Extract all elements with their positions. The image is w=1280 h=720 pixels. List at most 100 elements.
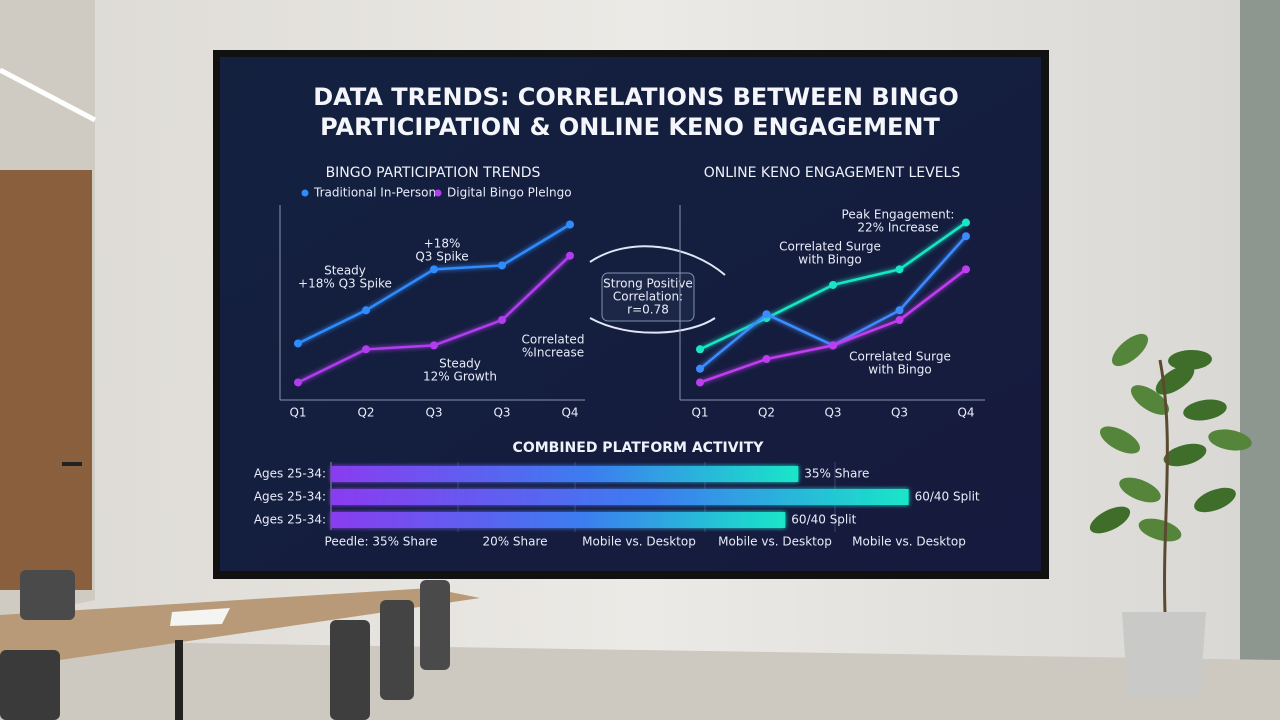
title-line: DATA TRENDS: CORRELATIONS BETWEEN BINGO bbox=[313, 83, 959, 111]
table bbox=[0, 588, 480, 660]
footer-label: Mobile vs. Desktop bbox=[582, 535, 696, 549]
annotation: +18% bbox=[424, 237, 461, 251]
point bbox=[294, 378, 302, 387]
x-tick-label: Q3 bbox=[425, 406, 442, 420]
leaf bbox=[1194, 487, 1236, 513]
bar bbox=[331, 512, 786, 528]
door bbox=[0, 170, 92, 590]
bar bbox=[331, 489, 909, 505]
bar-note: 35% Share bbox=[804, 467, 869, 481]
leaf bbox=[1168, 349, 1212, 371]
point bbox=[895, 306, 904, 315]
legend-label: Digital Bingo Plelngo bbox=[447, 186, 572, 200]
chart-title: ONLINE KENO ENGAGEMENT LEVELS bbox=[704, 165, 961, 181]
leaf bbox=[1089, 506, 1131, 534]
floor bbox=[0, 640, 1280, 720]
annotation: 22% Increase bbox=[857, 221, 938, 235]
chair bbox=[20, 570, 75, 620]
furniture bbox=[0, 359, 1206, 720]
footer-label: 20% Share bbox=[482, 535, 547, 549]
point bbox=[962, 232, 970, 241]
point bbox=[762, 310, 771, 319]
x-tick-label: Q2 bbox=[758, 406, 775, 420]
leaf bbox=[1208, 429, 1252, 451]
annotation: 12% Growth bbox=[423, 370, 497, 384]
title-line: PARTICIPATION & ONLINE KENO ENGAGEMENT bbox=[320, 113, 940, 141]
x-tick-label: Q4 bbox=[561, 406, 578, 420]
category-label: Ages 25-34: bbox=[254, 513, 326, 527]
arrow bbox=[589, 317, 716, 334]
annotation: %Increase bbox=[522, 346, 584, 360]
point bbox=[430, 265, 438, 274]
leaf bbox=[1100, 426, 1140, 454]
leaf bbox=[1163, 443, 1207, 467]
paper bbox=[170, 608, 230, 626]
point bbox=[294, 339, 302, 348]
bar-note: 60/40 Split bbox=[791, 513, 856, 527]
leaf bbox=[1119, 477, 1161, 503]
callout-text: Strong Positive bbox=[603, 277, 693, 291]
annotation: Q3 Spike bbox=[415, 250, 468, 264]
x-tick-label: Q3 bbox=[824, 406, 841, 420]
annotation: Peak Engagement: bbox=[842, 208, 955, 222]
footer-label: Peedle: 35% Share bbox=[325, 535, 438, 549]
x-tick-label: Q4 bbox=[957, 406, 974, 420]
point bbox=[362, 306, 370, 315]
callout-text: r=0.78 bbox=[627, 303, 669, 317]
chart-title: BINGO PARTICIPATION TRENDS bbox=[326, 165, 541, 181]
point bbox=[696, 345, 704, 354]
leaf bbox=[1183, 399, 1227, 421]
chair bbox=[420, 580, 450, 670]
annotation: +18% Q3 Spike bbox=[298, 277, 392, 291]
callout-box bbox=[601, 272, 695, 322]
point bbox=[566, 251, 574, 260]
point bbox=[498, 261, 506, 270]
category-label: Ages 25-34: bbox=[254, 490, 326, 504]
x-tick-label: Q1 bbox=[691, 406, 708, 420]
annotation: Correlated bbox=[522, 333, 585, 347]
callout-text: Correlation: bbox=[613, 290, 683, 304]
annotation: Steady bbox=[439, 357, 481, 371]
bar bbox=[331, 466, 799, 482]
bar-note: 60/40 Split bbox=[915, 490, 980, 504]
leaf bbox=[1130, 385, 1170, 415]
callout: Strong Positive Correlation: r=0.78 bbox=[589, 245, 726, 334]
chart-title: COMBINED PLATFORM ACTIVITY bbox=[513, 440, 765, 456]
point bbox=[962, 265, 970, 274]
annotation: Steady bbox=[324, 264, 366, 278]
chair bbox=[380, 600, 414, 700]
point bbox=[762, 355, 771, 364]
annotation: Correlated Surge bbox=[849, 350, 951, 364]
window bbox=[1240, 0, 1280, 720]
annotation: with Bingo bbox=[798, 253, 861, 267]
point bbox=[895, 265, 904, 274]
point bbox=[362, 345, 370, 354]
door-handle bbox=[62, 462, 82, 466]
legend-label: Traditional In-Person bbox=[313, 186, 436, 200]
x-tick-label: Q3 bbox=[493, 406, 510, 420]
point bbox=[895, 316, 904, 325]
point bbox=[566, 220, 574, 229]
point bbox=[829, 341, 837, 350]
chair bbox=[0, 650, 60, 720]
table-leg bbox=[175, 640, 183, 720]
point bbox=[430, 341, 438, 350]
x-tick-label: Q2 bbox=[357, 406, 374, 420]
point bbox=[696, 378, 704, 387]
legend-swatch bbox=[434, 189, 442, 197]
point bbox=[829, 280, 837, 289]
leaf bbox=[1138, 518, 1182, 542]
annotation: Correlated Surge bbox=[779, 240, 881, 254]
x-tick-label: Q3 bbox=[891, 406, 908, 420]
category-label: Ages 25-34: bbox=[254, 467, 326, 481]
annotation: with Bingo bbox=[868, 363, 931, 377]
arrow bbox=[589, 245, 726, 276]
pot bbox=[1122, 612, 1206, 698]
chair bbox=[330, 620, 370, 720]
plant-stem bbox=[1158, 359, 1169, 613]
point bbox=[962, 218, 970, 227]
footer-label: Mobile vs. Desktop bbox=[852, 535, 966, 549]
point bbox=[696, 364, 704, 373]
